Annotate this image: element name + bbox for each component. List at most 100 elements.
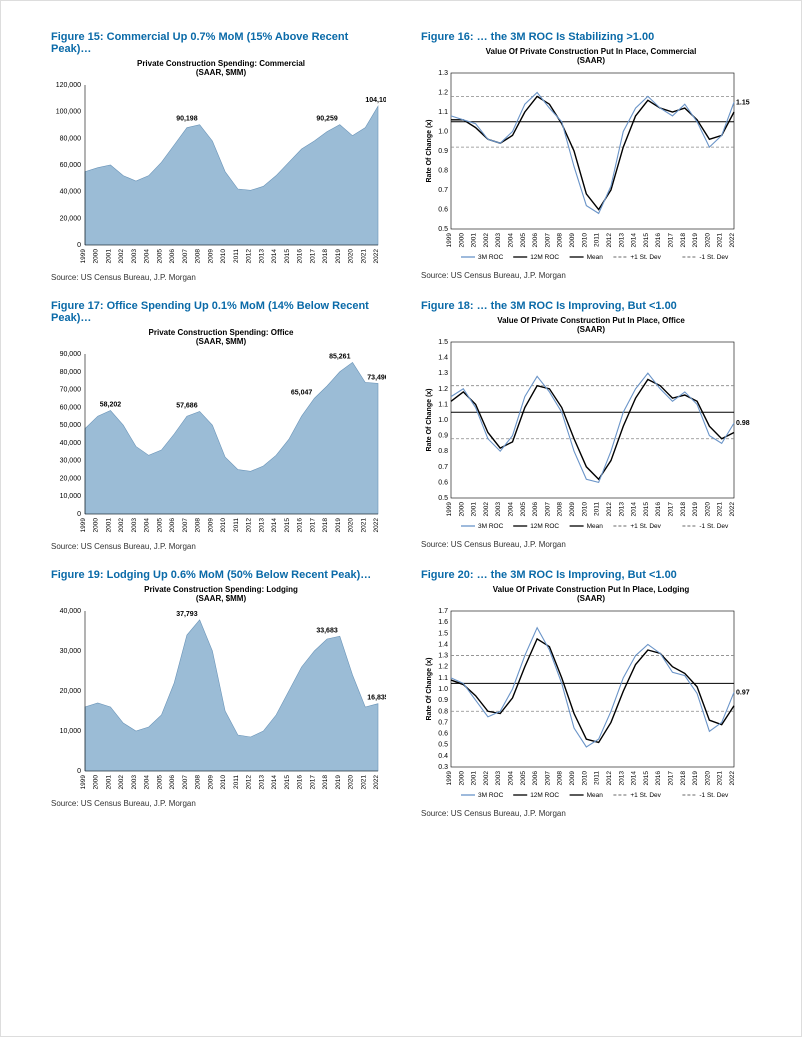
- svg-text:2000: 2000: [458, 502, 465, 517]
- svg-text:0.6: 0.6: [438, 479, 448, 486]
- svg-text:2003: 2003: [131, 518, 138, 533]
- svg-text:2017: 2017: [667, 771, 674, 786]
- svg-text:1999: 1999: [446, 233, 453, 248]
- svg-text:2014: 2014: [271, 775, 278, 790]
- svg-text:2002: 2002: [483, 233, 490, 248]
- svg-text:50,000: 50,000: [60, 422, 82, 429]
- svg-text:2003: 2003: [495, 502, 502, 517]
- svg-text:1.4: 1.4: [438, 355, 448, 362]
- svg-text:2018: 2018: [680, 233, 687, 248]
- svg-text:2009: 2009: [207, 518, 214, 533]
- svg-text:2002: 2002: [483, 502, 490, 517]
- svg-text:2004: 2004: [144, 249, 151, 264]
- source-text: Source: US Census Bureau, J.P. Morgan: [421, 540, 761, 549]
- svg-text:90,198: 90,198: [176, 116, 198, 123]
- svg-text:1.3: 1.3: [438, 653, 448, 660]
- svg-text:2012: 2012: [246, 518, 253, 533]
- svg-text:60,000: 60,000: [60, 162, 82, 169]
- svg-text:2013: 2013: [258, 518, 265, 533]
- svg-text:2014: 2014: [271, 249, 278, 264]
- svg-text:80,000: 80,000: [60, 369, 82, 376]
- svg-text:2019: 2019: [692, 233, 699, 248]
- figure-title: Figure 17: Office Spending Up 0.1% MoM (…: [51, 300, 391, 324]
- svg-text:2020: 2020: [704, 771, 711, 786]
- svg-text:2001: 2001: [105, 518, 112, 533]
- svg-text:2019: 2019: [335, 518, 342, 533]
- svg-text:2001: 2001: [471, 233, 478, 248]
- svg-text:2000: 2000: [93, 249, 100, 264]
- svg-text:Rate Of Change (x): Rate Of Change (x): [426, 119, 433, 182]
- svg-text:0.98: 0.98: [736, 420, 750, 427]
- svg-text:2018: 2018: [322, 775, 329, 790]
- svg-text:2005: 2005: [520, 502, 527, 517]
- svg-text:2006: 2006: [532, 502, 539, 517]
- svg-text:90,000: 90,000: [60, 351, 82, 358]
- svg-text:2004: 2004: [508, 502, 515, 517]
- svg-text:2006: 2006: [169, 775, 176, 790]
- chart-subtitle: (SAAR): [421, 56, 761, 65]
- svg-text:0.8: 0.8: [438, 708, 448, 715]
- svg-text:10,000: 10,000: [60, 493, 82, 500]
- svg-text:2004: 2004: [508, 771, 515, 786]
- svg-text:2020: 2020: [704, 233, 711, 248]
- svg-text:1999: 1999: [446, 502, 453, 517]
- svg-text:0.9: 0.9: [438, 697, 448, 704]
- svg-text:2010: 2010: [581, 233, 588, 248]
- svg-text:2012: 2012: [606, 771, 613, 786]
- svg-text:0.5: 0.5: [438, 226, 448, 233]
- svg-text:2012: 2012: [246, 249, 253, 264]
- svg-text:2021: 2021: [360, 518, 367, 533]
- svg-text:2013: 2013: [618, 502, 625, 517]
- svg-text:0: 0: [77, 768, 81, 775]
- svg-text:3M ROC: 3M ROC: [478, 523, 504, 530]
- svg-text:100,000: 100,000: [56, 109, 81, 116]
- svg-text:2017: 2017: [309, 775, 316, 790]
- svg-text:2010: 2010: [220, 518, 227, 533]
- svg-text:0: 0: [77, 511, 81, 518]
- chart-cell: Figure 17: Office Spending Up 0.1% MoM (…: [51, 300, 391, 551]
- svg-text:2000: 2000: [458, 771, 465, 786]
- svg-text:2005: 2005: [520, 771, 527, 786]
- svg-text:2015: 2015: [284, 249, 291, 264]
- svg-text:0.9: 0.9: [438, 433, 448, 440]
- svg-text:1.1: 1.1: [438, 675, 448, 682]
- svg-text:+1 St. Dev: +1 St. Dev: [630, 523, 661, 530]
- svg-text:2011: 2011: [594, 502, 601, 516]
- svg-text:2011: 2011: [594, 233, 601, 247]
- svg-text:2004: 2004: [144, 518, 151, 533]
- svg-text:80,000: 80,000: [60, 135, 82, 142]
- svg-text:2022: 2022: [729, 233, 736, 248]
- svg-text:2016: 2016: [297, 775, 304, 790]
- roc-chart: 0.50.60.70.80.91.01.11.21.31.41.50.98Rat…: [421, 336, 756, 536]
- figure-title: Figure 18: … the 3M ROC Is Improving, Bu…: [421, 300, 761, 312]
- chart-subtitle: (SAAR, $MM): [51, 337, 391, 346]
- svg-text:2022: 2022: [373, 518, 380, 533]
- svg-text:2003: 2003: [131, 775, 138, 790]
- chart-title: Private Construction Spending: Lodging: [51, 585, 391, 594]
- svg-text:2009: 2009: [569, 771, 576, 786]
- svg-text:2010: 2010: [581, 771, 588, 786]
- svg-text:2012: 2012: [246, 775, 253, 790]
- svg-text:0.7: 0.7: [438, 187, 448, 194]
- svg-text:2005: 2005: [156, 775, 163, 790]
- chart-title: Private Construction Spending: Office: [51, 328, 391, 337]
- svg-text:2021: 2021: [360, 775, 367, 790]
- svg-text:33,683: 33,683: [316, 627, 338, 634]
- svg-text:2021: 2021: [360, 249, 367, 264]
- svg-text:2000: 2000: [458, 233, 465, 248]
- chart-grid: Figure 15: Commercial Up 0.7% MoM (15% A…: [51, 31, 761, 818]
- svg-text:1.2: 1.2: [438, 90, 448, 97]
- svg-text:2013: 2013: [618, 233, 625, 248]
- svg-text:2006: 2006: [532, 233, 539, 248]
- svg-text:2003: 2003: [495, 771, 502, 786]
- svg-text:58,202: 58,202: [100, 402, 122, 409]
- svg-text:2013: 2013: [258, 249, 265, 264]
- svg-text:2017: 2017: [309, 518, 316, 533]
- svg-text:2015: 2015: [643, 502, 650, 517]
- svg-text:2011: 2011: [594, 771, 601, 785]
- svg-text:2007: 2007: [182, 518, 189, 533]
- svg-text:2013: 2013: [618, 771, 625, 786]
- svg-text:2011: 2011: [233, 249, 240, 263]
- svg-text:2014: 2014: [631, 771, 638, 786]
- svg-text:2007: 2007: [182, 249, 189, 264]
